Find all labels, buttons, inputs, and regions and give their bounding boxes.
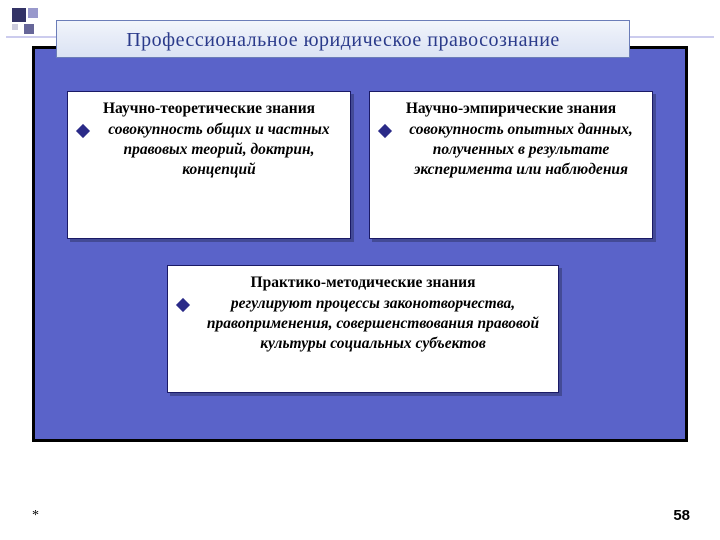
deco-square <box>12 8 26 22</box>
box-empirical: Научно-эмпирические знания совокупность … <box>369 91 653 239</box>
box-bullet-row: регулируют процессы законотворчества, пр… <box>178 294 548 353</box>
box-bullet-row: совокупность опытных данных, полученных … <box>380 120 642 179</box>
slide-number: 58 <box>673 507 690 524</box>
box-bullet-row: совокупность общих и частных правовых те… <box>78 120 340 179</box>
deco-square <box>24 24 34 34</box>
bullet-diamond-icon <box>176 298 190 312</box>
box-body: совокупность опытных данных, полученных … <box>400 120 642 179</box>
bullet-diamond-icon <box>76 124 90 138</box>
content-panel: Научно-теоретические знания совокупность… <box>32 46 688 442</box>
box-heading: Практико-методические знания <box>178 274 548 292</box>
deco-square <box>12 24 18 30</box>
top-row: Научно-теоретические знания совокупность… <box>67 91 653 239</box>
box-heading: Научно-теоретические знания <box>78 100 340 118</box>
slide-title: Профессиональное юридическое правосознан… <box>56 20 630 58</box>
footer-left: * <box>32 508 39 524</box>
box-heading: Научно-эмпирические знания <box>380 100 642 118</box>
box-body: регулируют процессы законотворчества, пр… <box>198 294 548 353</box>
box-body: совокупность общих и частных правовых те… <box>98 120 340 179</box>
box-practical: Практико-методические знания регулируют … <box>167 265 559 393</box>
bullet-diamond-icon <box>378 124 392 138</box>
box-theoretical: Научно-теоретические знания совокупность… <box>67 91 351 239</box>
deco-square <box>28 8 38 18</box>
